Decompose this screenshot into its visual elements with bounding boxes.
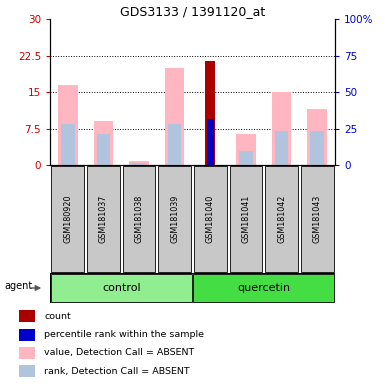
Bar <box>19 347 35 359</box>
Text: percentile rank within the sample: percentile rank within the sample <box>44 330 204 339</box>
Bar <box>236 134 256 165</box>
Text: rank, Detection Call = ABSENT: rank, Detection Call = ABSENT <box>44 367 190 376</box>
FancyBboxPatch shape <box>193 274 334 302</box>
Bar <box>97 134 110 165</box>
Bar <box>132 163 146 165</box>
Bar <box>207 119 214 165</box>
FancyBboxPatch shape <box>51 274 192 302</box>
Text: value, Detection Call = ABSENT: value, Detection Call = ABSENT <box>44 348 194 357</box>
Bar <box>19 329 35 341</box>
Text: GSM181042: GSM181042 <box>277 195 286 243</box>
Text: quercetin: quercetin <box>237 283 290 293</box>
Bar <box>168 124 181 165</box>
Bar <box>310 131 324 165</box>
Bar <box>129 161 149 165</box>
Text: GSM181040: GSM181040 <box>206 195 215 243</box>
FancyBboxPatch shape <box>123 166 156 271</box>
Text: GSM181043: GSM181043 <box>313 195 321 243</box>
Text: count: count <box>44 312 71 321</box>
FancyBboxPatch shape <box>50 273 335 303</box>
Text: GSM181039: GSM181039 <box>170 195 179 243</box>
FancyBboxPatch shape <box>52 166 84 271</box>
Text: control: control <box>102 283 141 293</box>
Text: agent: agent <box>4 281 32 291</box>
Bar <box>165 68 184 165</box>
Bar <box>94 121 113 165</box>
Bar <box>58 85 78 165</box>
Bar <box>275 131 288 165</box>
FancyBboxPatch shape <box>158 166 191 271</box>
FancyBboxPatch shape <box>87 166 120 271</box>
Title: GDS3133 / 1391120_at: GDS3133 / 1391120_at <box>120 5 265 18</box>
Bar <box>307 109 327 165</box>
FancyBboxPatch shape <box>194 166 227 271</box>
Bar <box>61 124 75 165</box>
Bar <box>19 365 35 377</box>
Bar <box>19 310 35 322</box>
FancyBboxPatch shape <box>301 166 333 271</box>
Bar <box>239 151 253 165</box>
FancyBboxPatch shape <box>265 166 298 271</box>
Bar <box>205 61 215 165</box>
Text: GSM180920: GSM180920 <box>64 195 72 243</box>
Text: GSM181037: GSM181037 <box>99 195 108 243</box>
Text: GSM181038: GSM181038 <box>135 195 144 243</box>
Bar <box>272 92 291 165</box>
FancyBboxPatch shape <box>229 166 262 271</box>
Text: GSM181041: GSM181041 <box>241 195 250 243</box>
